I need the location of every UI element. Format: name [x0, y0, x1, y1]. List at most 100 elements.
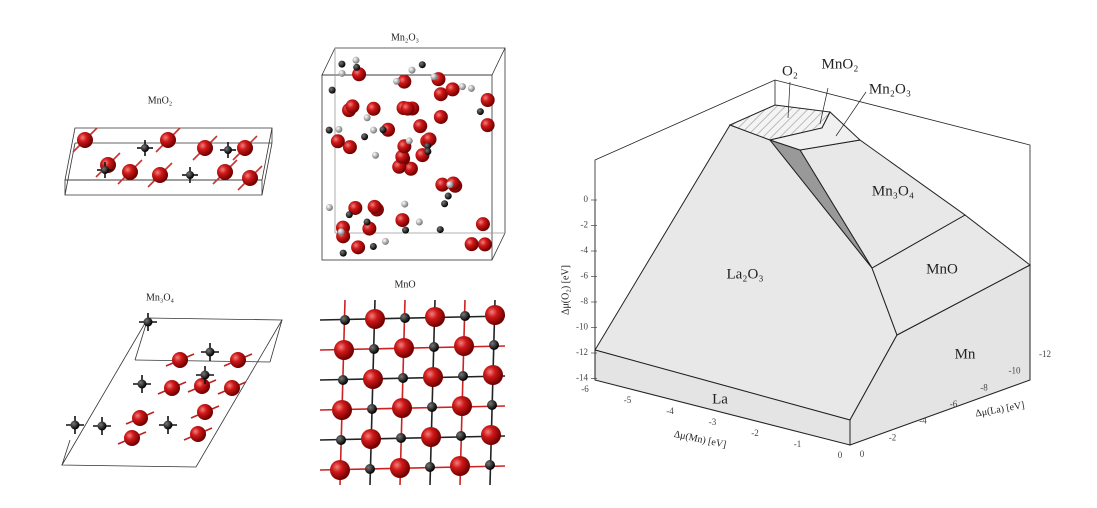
atom	[335, 125, 343, 133]
atom	[425, 462, 435, 472]
atom	[336, 435, 346, 445]
axis-label: Δμ(Mn) [eV]	[673, 429, 727, 451]
atom	[330, 134, 345, 149]
atom	[190, 426, 206, 442]
atom	[445, 82, 460, 97]
bond	[429, 299, 436, 486]
atom	[381, 237, 389, 245]
atom	[392, 398, 412, 418]
bond	[489, 299, 496, 486]
tick-label: -4	[581, 245, 589, 255]
atom	[396, 433, 406, 443]
atom	[390, 458, 410, 478]
atom	[197, 140, 213, 156]
atom	[403, 161, 418, 176]
atom	[328, 86, 336, 94]
atom	[433, 109, 448, 124]
bond	[319, 375, 506, 381]
atom	[393, 77, 401, 85]
region-label: O₂	[782, 63, 798, 79]
atom	[152, 167, 168, 183]
atom	[415, 218, 423, 226]
atom	[483, 365, 503, 385]
atom	[330, 460, 350, 480]
atom	[172, 352, 188, 368]
region-label: Mn₂O₃	[869, 81, 911, 97]
atom	[132, 410, 148, 426]
atom	[458, 83, 466, 91]
tick-label: 0	[584, 194, 589, 204]
atom	[477, 237, 492, 252]
atom	[345, 211, 353, 219]
atom	[400, 101, 415, 116]
atom	[454, 336, 474, 356]
atom	[194, 378, 210, 394]
atom	[397, 74, 412, 89]
atom	[141, 144, 149, 152]
atom	[400, 313, 410, 323]
bond	[319, 315, 506, 321]
bond	[319, 465, 506, 471]
tick-label: -8	[980, 382, 988, 392]
tick-label: -4	[666, 406, 674, 416]
atom	[430, 73, 438, 81]
atom	[436, 226, 444, 234]
tick-label: -6	[581, 384, 589, 394]
atom	[425, 307, 445, 327]
atom	[124, 430, 140, 446]
region-label: La	[712, 391, 728, 407]
atom	[352, 56, 360, 64]
atom	[345, 99, 360, 114]
axis-label: Δμ(O₂) [eV]	[560, 265, 571, 315]
atom	[395, 149, 410, 164]
atom	[200, 370, 210, 380]
structure-label: Mn₂O₃	[391, 32, 419, 43]
atom	[446, 181, 454, 189]
atom	[485, 460, 495, 470]
atom	[369, 243, 377, 251]
atom	[101, 166, 109, 174]
atom	[433, 87, 448, 102]
region-label: Mn	[955, 346, 976, 362]
atom	[423, 367, 443, 387]
atom	[367, 404, 377, 414]
tick-label: 0	[838, 450, 843, 460]
tick-label: -2	[581, 220, 589, 230]
axis-label: Δμ(La) [eV]	[974, 400, 1025, 419]
atom	[351, 240, 366, 255]
tick-label: -10	[576, 322, 588, 332]
atom	[475, 217, 490, 232]
atom	[337, 228, 345, 236]
atom	[435, 177, 450, 192]
tick-label: -8	[581, 296, 589, 306]
atom	[143, 317, 153, 327]
tick-label: -10	[1009, 366, 1021, 376]
atom	[352, 67, 367, 82]
bond	[339, 299, 346, 486]
mn2o3-structure	[321, 47, 506, 261]
atom	[485, 305, 505, 325]
atom	[363, 218, 371, 226]
tick-label: -3	[709, 417, 717, 427]
region-label: MnO	[926, 261, 958, 277]
atom	[452, 396, 472, 416]
atom	[456, 431, 466, 441]
atom	[348, 200, 363, 215]
atom	[366, 101, 381, 116]
tick-label: 0	[860, 449, 865, 459]
atom	[230, 352, 246, 368]
mno-structure	[319, 299, 506, 486]
region-label: Mn₃O₄	[872, 183, 914, 199]
atom	[398, 373, 408, 383]
atom	[489, 340, 499, 350]
atom	[365, 464, 375, 474]
atom	[338, 375, 348, 385]
atom	[339, 249, 347, 257]
tick-label: -12	[576, 347, 588, 357]
atom	[365, 309, 385, 329]
atom	[487, 400, 497, 410]
atom	[467, 84, 475, 92]
atom	[325, 126, 333, 134]
atom	[361, 133, 369, 141]
atom	[217, 164, 233, 180]
